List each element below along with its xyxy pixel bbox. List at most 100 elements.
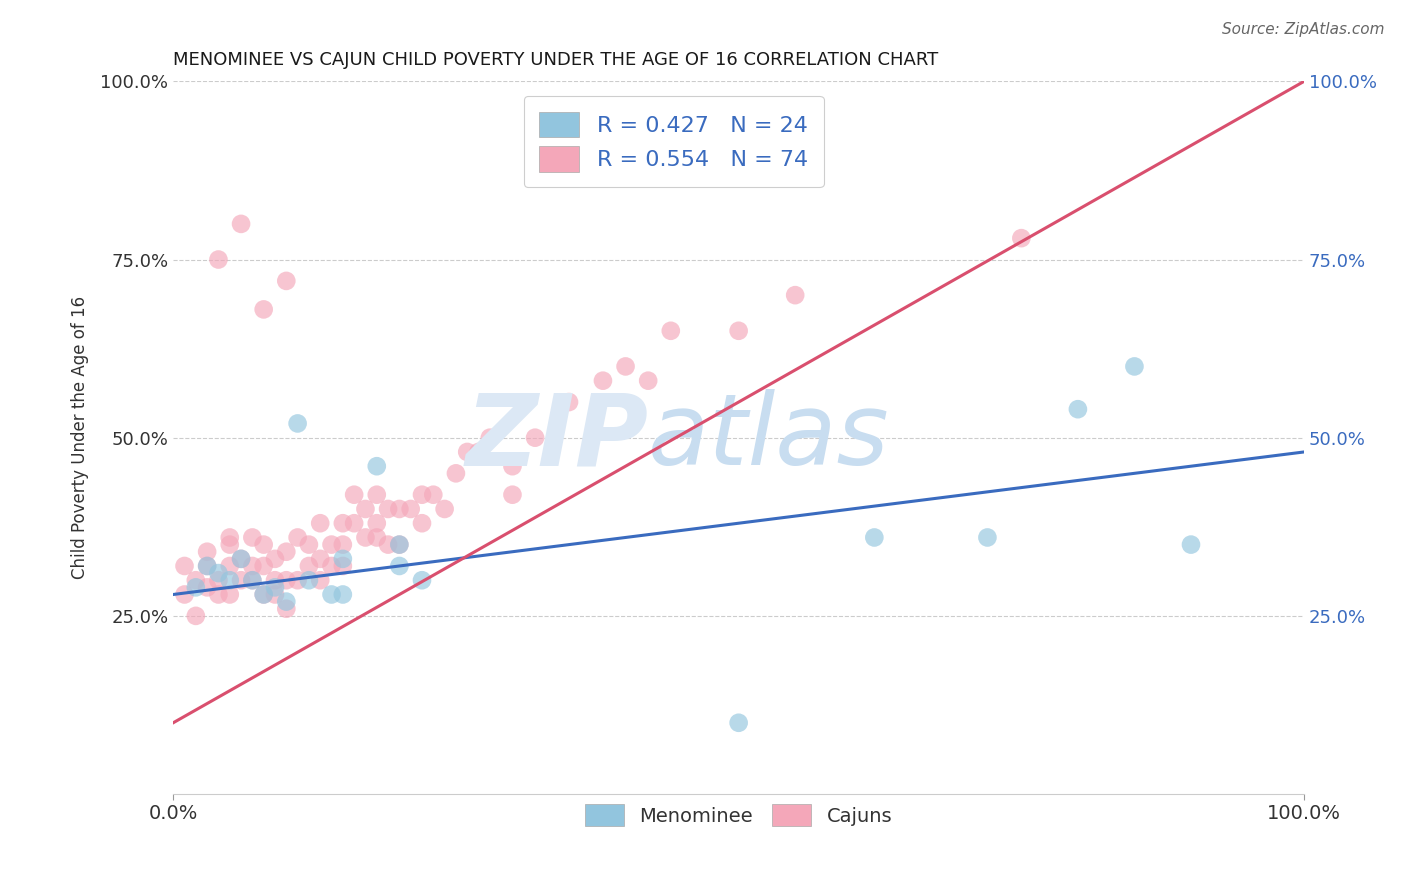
Point [173,559,195,574]
Point [218,587,240,601]
Point [240,531,263,545]
Point [422,488,444,502]
Point [195,545,218,559]
Point [195,580,218,594]
Point [478,431,501,445]
Point [411,573,433,587]
Point [184,573,207,587]
Point [332,559,354,574]
Point [229,217,252,231]
Point [411,516,433,531]
Point [592,374,614,388]
Text: atlas: atlas [648,389,890,486]
Point [501,488,523,502]
Point [287,531,309,545]
Point [388,538,411,552]
Text: Source: ZipAtlas.com: Source: ZipAtlas.com [1222,22,1385,37]
Point [240,559,263,574]
Point [173,587,195,601]
Point [366,531,388,545]
Point [354,531,377,545]
Point [501,459,523,474]
Point [332,587,354,601]
Point [229,552,252,566]
Point [195,559,218,574]
Point [321,587,343,601]
Point [332,538,354,552]
Point [637,374,659,388]
Point [184,608,207,623]
Point [309,516,332,531]
Point [276,274,298,288]
Point [253,559,276,574]
Y-axis label: Child Poverty Under the Age of 16: Child Poverty Under the Age of 16 [72,296,89,579]
Point [253,302,276,317]
Point [343,488,366,502]
Point [388,502,411,516]
Point [207,587,229,601]
Point [264,587,287,601]
Point [184,580,207,594]
Point [366,488,388,502]
Text: MENOMINEE VS CAJUN CHILD POVERTY UNDER THE AGE OF 16 CORRELATION CHART: MENOMINEE VS CAJUN CHILD POVERTY UNDER T… [173,51,938,69]
Point [229,573,252,587]
Point [377,538,399,552]
Point [411,488,433,502]
Point [298,538,321,552]
Point [614,359,637,374]
Point [264,573,287,587]
Point [1067,402,1090,417]
Point [976,531,998,545]
Point [240,573,263,587]
Point [524,431,547,445]
Point [388,538,411,552]
Point [240,573,263,587]
Point [298,573,321,587]
Point [218,573,240,587]
Point [287,573,309,587]
Point [276,594,298,608]
Point [444,467,467,481]
Text: ZIP: ZIP [465,389,648,486]
Point [253,538,276,552]
Point [321,538,343,552]
Point [195,559,218,574]
Point [264,580,287,594]
Point [298,559,321,574]
Point [399,502,422,516]
Point [218,559,240,574]
Point [388,559,411,574]
Point [727,715,749,730]
Point [366,459,388,474]
Point [332,516,354,531]
Point [863,531,886,545]
Point [785,288,807,302]
Point [287,417,309,431]
Point [456,445,478,459]
Point [332,552,354,566]
Point [207,252,229,267]
Point [253,587,276,601]
Point [433,502,456,516]
Point [309,552,332,566]
Point [276,573,298,587]
Point [727,324,749,338]
Point [1010,231,1032,245]
Point [253,587,276,601]
Point [377,502,399,516]
Legend: Menominee, Cajuns: Menominee, Cajuns [576,797,900,834]
Point [207,566,229,580]
Point [1180,538,1202,552]
Point [229,552,252,566]
Point [659,324,682,338]
Point [207,573,229,587]
Point [558,395,581,409]
Point [276,545,298,559]
Point [366,516,388,531]
Point [218,538,240,552]
Point [354,502,377,516]
Point [343,516,366,531]
Point [321,559,343,574]
Point [467,445,489,459]
Point [309,573,332,587]
